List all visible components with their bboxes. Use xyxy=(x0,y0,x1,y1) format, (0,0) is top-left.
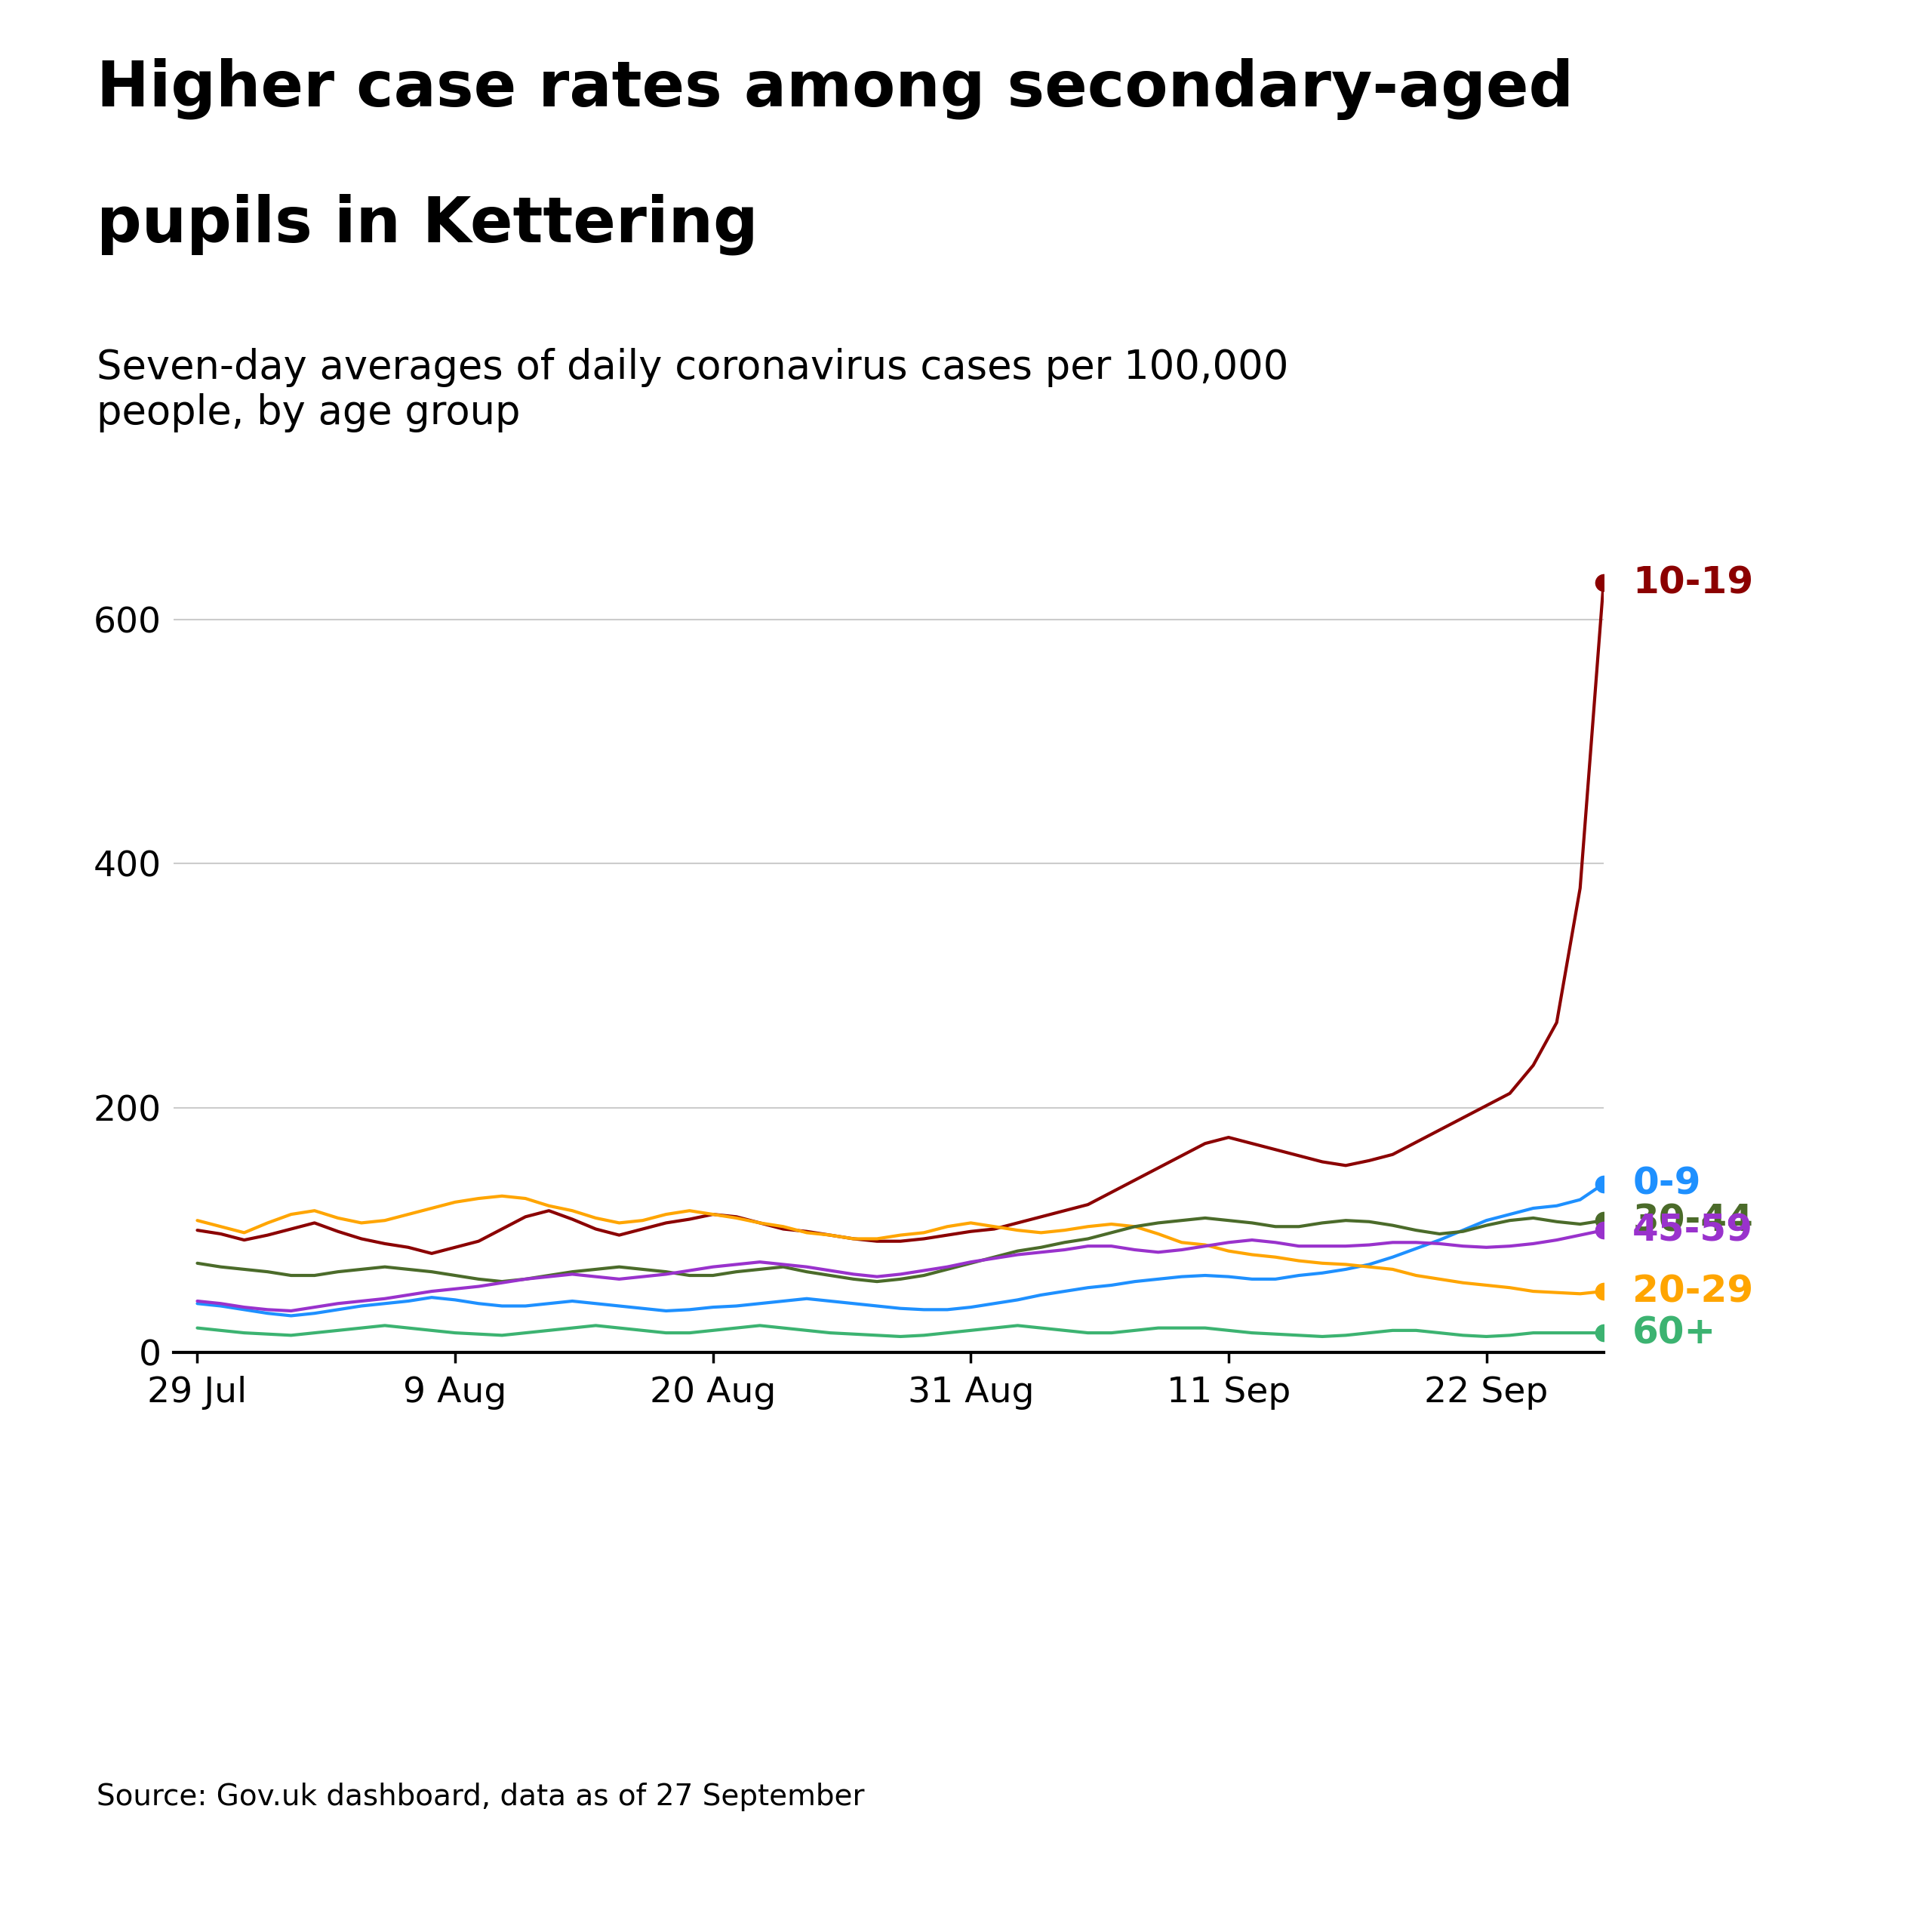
Text: Higher case rates among secondary-aged: Higher case rates among secondary-aged xyxy=(97,58,1575,120)
Text: 0-9: 0-9 xyxy=(1633,1165,1700,1202)
Text: BBC: BBC xyxy=(1748,1795,1826,1828)
Text: 10-19: 10-19 xyxy=(1633,564,1754,601)
Text: 45-59: 45-59 xyxy=(1633,1211,1754,1248)
Text: pupils in Kettering: pupils in Kettering xyxy=(97,193,757,255)
Text: Source: Gov.uk dashboard, data as of 27 September: Source: Gov.uk dashboard, data as of 27 … xyxy=(97,1783,864,1810)
Text: 20-29: 20-29 xyxy=(1633,1273,1754,1310)
Text: 30-44: 30-44 xyxy=(1633,1202,1752,1238)
Text: 60+: 60+ xyxy=(1633,1316,1716,1350)
Text: Seven-day averages of daily coronavirus cases per 100,000
people, by age group: Seven-day averages of daily coronavirus … xyxy=(97,348,1289,433)
